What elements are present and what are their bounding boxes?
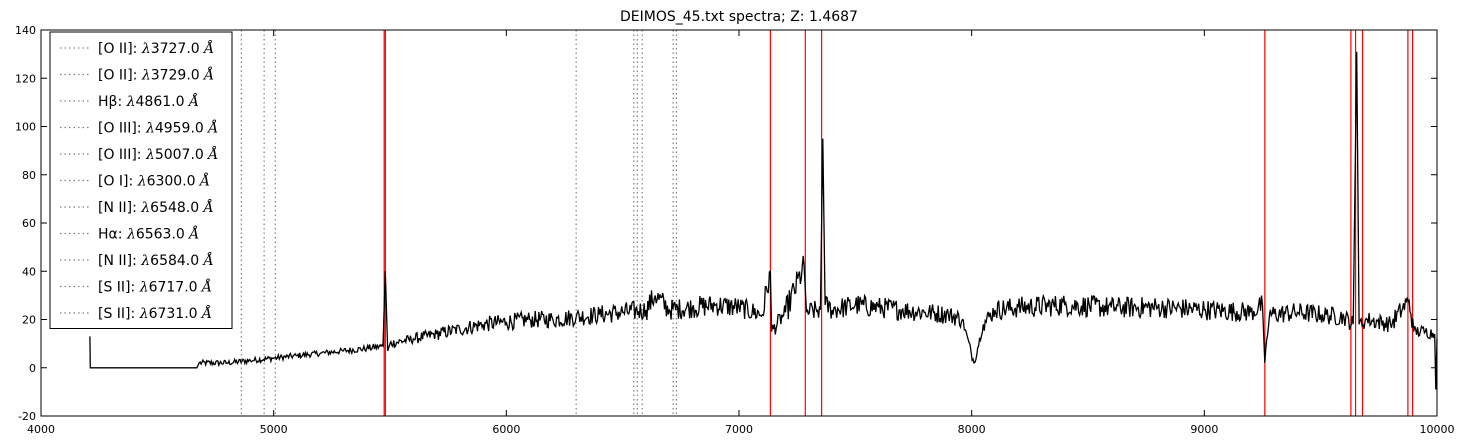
legend-entry: [N II]: λ6548.0 Å	[98, 198, 214, 216]
y-tick-label: 40	[22, 265, 36, 278]
y-tick-label: 80	[22, 169, 36, 182]
legend-entry: [S II]: λ6731.0 Å	[98, 304, 212, 322]
legend: [O II]: λ3727.0 Å [O II]: λ3729.0 Å Hβ: λ4…	[49, 31, 233, 329]
spectrum-layer	[89, 51, 1438, 390]
legend-entry: Hα: λ6563.0 Å	[98, 225, 199, 243]
y-tick-label: -20	[18, 410, 36, 423]
chart-title: DEIMOS_45.txt spectra; Z: 1.4687	[620, 9, 858, 25]
legend-entry: [O II]: λ3729.0 Å	[98, 66, 214, 84]
legend-entry: [O III]: λ4959.0 Å	[98, 119, 218, 137]
legend-entry: [O II]: λ3727.0 Å	[98, 39, 214, 57]
x-tick-label: 10000	[1420, 423, 1455, 436]
emission-lines-layer	[240, 30, 678, 416]
plot-frame	[40, 29, 1438, 417]
spectrum-line	[89, 51, 1438, 390]
axes-layer: 4000 5000 6000 7000 8000 9000 10000 -20 0 20 40 60 8…	[15, 24, 1455, 436]
legend-entry: [O I]: λ6300.0 Å	[98, 172, 210, 190]
x-tick-label: 7000	[725, 423, 753, 436]
legend-entry: [O III]: λ5007.0 Å	[98, 145, 218, 163]
sky-lines-layer	[383, 30, 1414, 416]
x-tick-label: 8000	[958, 423, 986, 436]
y-tick-label: 20	[22, 314, 36, 327]
y-tick-label: 100	[15, 121, 36, 134]
y-tick-label: 120	[15, 72, 36, 85]
x-tick-label: 6000	[492, 423, 520, 436]
x-tick-label: 5000	[260, 423, 288, 436]
legend-box	[49, 31, 233, 329]
legend-entry: [S II]: λ6717.0 Å	[98, 278, 212, 296]
y-tick-label: 140	[15, 24, 36, 37]
legend-entry: [N II]: λ6584.0 Å	[98, 251, 214, 269]
y-tick-label: 60	[22, 217, 36, 230]
x-tick-label: 9000	[1190, 423, 1218, 436]
legend-entry: Hβ: λ4861.0 Å	[98, 92, 199, 110]
y-tick-label: 0	[29, 362, 36, 375]
x-tick-label: 4000	[27, 423, 55, 436]
